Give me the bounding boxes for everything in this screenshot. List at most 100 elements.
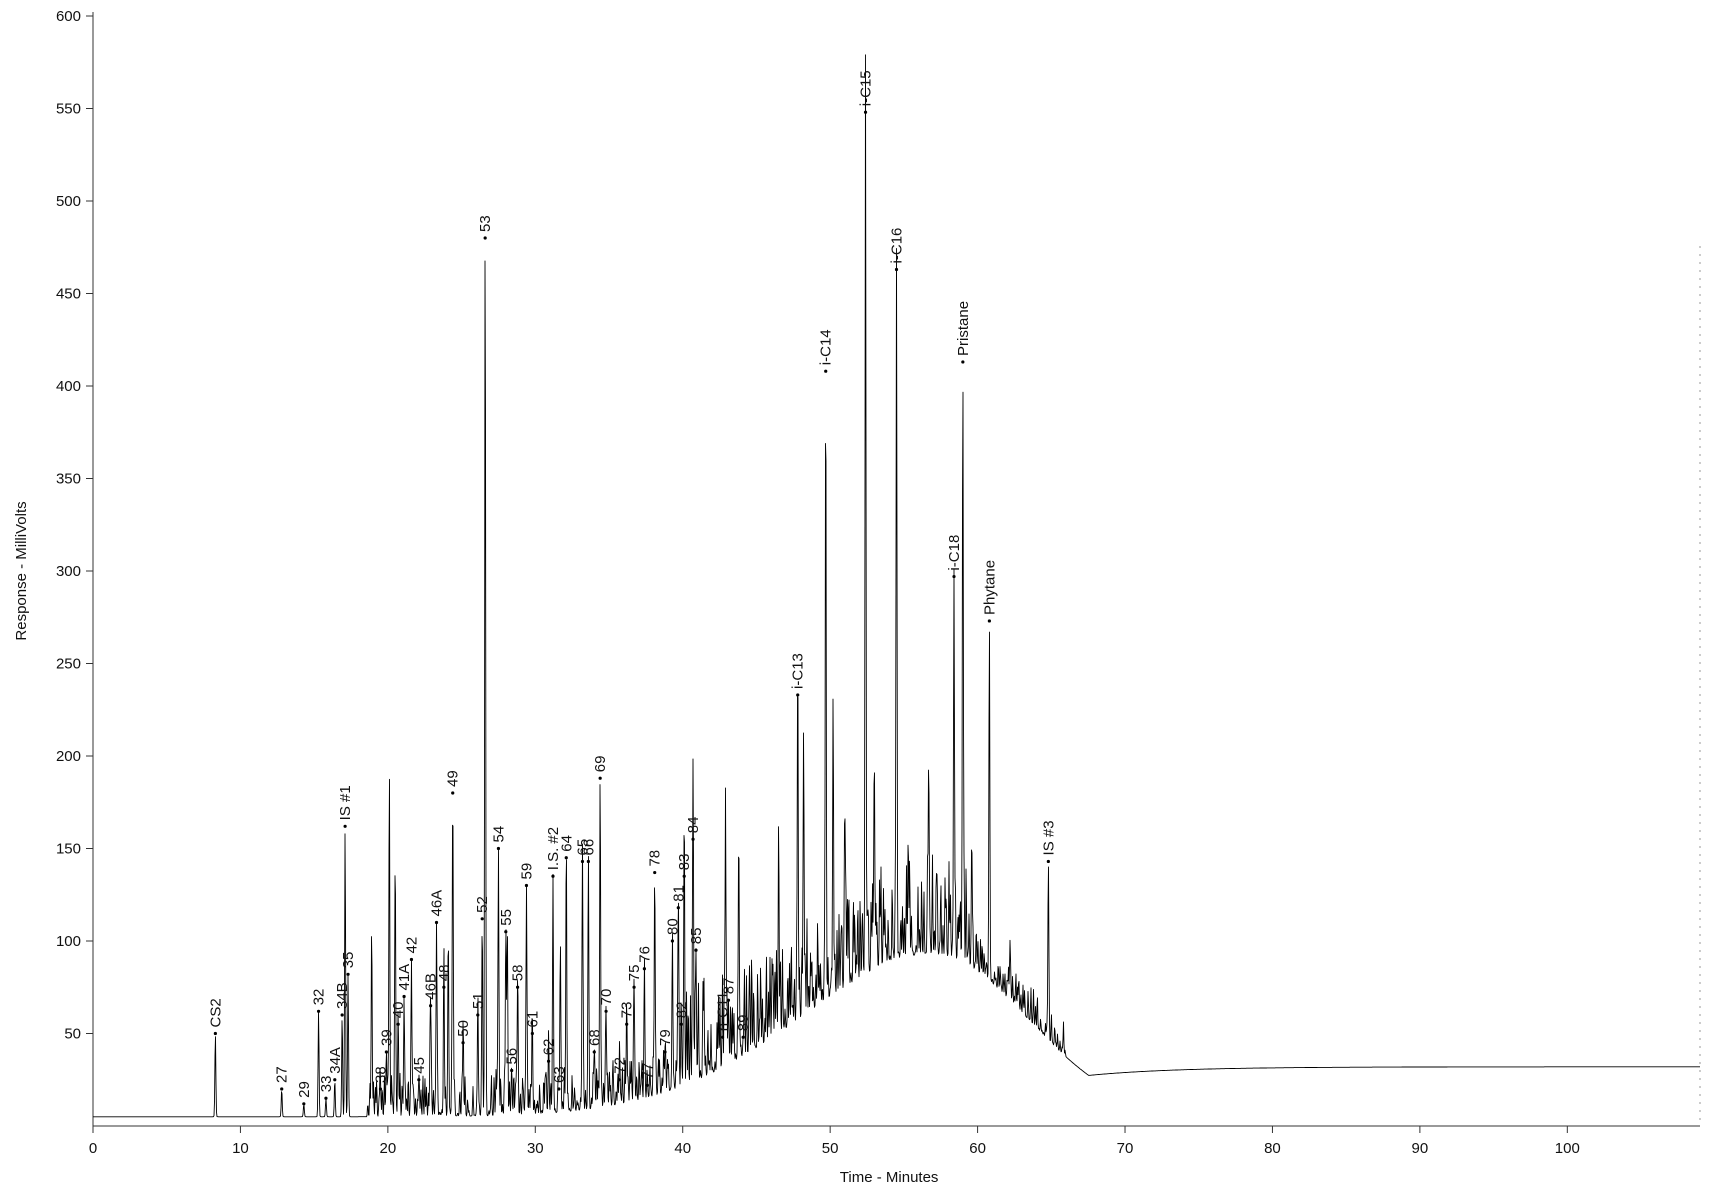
y-tick-label: 50: [64, 1026, 81, 1043]
y-tick-label: 250: [56, 656, 81, 673]
x-tick-label: 40: [674, 1140, 691, 1157]
peak-apex-marker: [510, 1068, 514, 1073]
peak-label: 78: [647, 850, 664, 867]
peak-apex-marker: [402, 994, 406, 999]
peak-label: 32: [311, 989, 328, 1006]
peak-label: 29: [296, 1081, 313, 1098]
x-axis-title: Time - Minutes: [840, 1169, 939, 1186]
x-tick-label: 20: [380, 1140, 397, 1157]
peak-label: 83: [676, 854, 693, 871]
peak-markers: [213, 110, 1050, 1106]
peak-apex-marker: [429, 1004, 433, 1008]
peak-apex-marker: [384, 1050, 388, 1054]
peak-label: 61: [524, 1011, 541, 1028]
peak-label: 51: [470, 992, 487, 1009]
peak-apex-marker: [617, 1078, 621, 1082]
peak-label: 65: [574, 839, 591, 856]
peak-apex-marker: [679, 1022, 683, 1026]
peak-apex-marker: [741, 1035, 745, 1039]
peak-label: 62: [541, 1039, 558, 1056]
peak-apex-marker: [476, 1013, 480, 1017]
y-tick-label: 200: [56, 748, 81, 765]
peak-apex-marker: [670, 939, 675, 943]
peak-apex-marker: [378, 1087, 383, 1091]
peak-apex-marker: [604, 1009, 608, 1013]
peak-apex-marker: [580, 859, 585, 864]
peak-label: Phytane: [981, 560, 998, 615]
peak-label: 33: [318, 1076, 335, 1093]
axes: [92, 12, 1701, 1127]
peak-label: IS #1: [337, 785, 354, 820]
peak-apex-marker: [504, 930, 508, 934]
peak-label: i-C16: [889, 228, 906, 264]
x-tick-label: 60: [969, 1140, 986, 1157]
peak-apex-marker: [302, 1102, 306, 1106]
peak-apex-marker: [324, 1096, 328, 1100]
peak-apex-marker: [434, 920, 439, 925]
peak-label: Pristane: [955, 301, 972, 356]
peak-apex-marker: [524, 883, 529, 888]
peak-label: i-C14: [818, 329, 835, 365]
peak-label: i-C18: [946, 535, 963, 571]
y-tick-label: 100: [56, 933, 81, 950]
peak-apex-marker: [316, 1009, 321, 1013]
peak-apex-marker: [516, 985, 520, 989]
peak-label: 39: [378, 1029, 395, 1046]
peak-label: 49: [445, 770, 462, 787]
y-tick-label: 500: [56, 193, 81, 210]
peak-label: 58: [510, 965, 527, 982]
x-tick-label: 90: [1412, 1140, 1429, 1157]
peak-label: 46B: [423, 973, 440, 1000]
peak-label: 50: [455, 1020, 472, 1037]
peak-apex-marker: [632, 985, 636, 989]
peak-label: IS #3: [1040, 820, 1057, 855]
peak-label: 45: [411, 1057, 428, 1074]
peak-apex-marker: [682, 874, 686, 878]
peak-apex-marker: [586, 859, 590, 864]
peak-label: 81: [670, 885, 687, 902]
peak-label: 41A: [396, 964, 413, 991]
y-tick-label: 600: [56, 8, 81, 25]
peak-label: CS2: [207, 998, 224, 1027]
peak-label: I.S. #2: [545, 827, 562, 870]
peak-apex-marker: [557, 1087, 561, 1091]
peak-label: 34B: [334, 982, 351, 1009]
y-axis-title: Response - MilliVolts: [13, 501, 30, 640]
x-tick-label: 0: [89, 1140, 97, 1157]
peak-apex-marker: [340, 1013, 344, 1017]
peak-label: 69: [592, 756, 609, 773]
peak-label: 77: [639, 1063, 656, 1080]
peak-apex-marker: [653, 870, 657, 875]
peak-label: 75: [626, 965, 643, 982]
peak-label: 80: [664, 918, 681, 935]
peak-apex-marker: [213, 1031, 217, 1036]
peak-label: 82: [673, 1002, 690, 1019]
peak-apex-marker: [480, 917, 484, 921]
peak-label: 84: [685, 817, 702, 834]
peak-apex-marker: [894, 267, 899, 272]
peak-label: 53: [477, 215, 494, 232]
peak-apex-marker: [442, 985, 446, 989]
y-tick-label: 450: [56, 286, 81, 303]
peak-label: 46A: [429, 890, 446, 917]
peak-apex-marker: [451, 791, 455, 795]
peak-label: 59: [518, 863, 535, 880]
peak-apex-marker: [694, 948, 698, 952]
y-tick-label: 150: [56, 841, 81, 858]
peak-apex-marker: [346, 972, 350, 976]
peak-labels: CS2 27 29 32 33 34A 34B 35 IS #1 38 39 40 41A 42 45 46B…: [207, 70, 1057, 1097]
peak-label: i-C15: [858, 70, 875, 106]
peak-apex-marker: [396, 1022, 400, 1026]
peak-label: 38: [372, 1066, 389, 1083]
peak-apex-marker: [417, 1078, 421, 1082]
peak-label: 89: [735, 1015, 752, 1032]
peak-label: i-C13: [790, 653, 807, 689]
peak-apex-marker: [409, 957, 414, 962]
peak-apex-marker: [592, 1050, 596, 1054]
peak-apex-marker: [726, 998, 731, 1002]
peak-label: 40: [390, 1002, 407, 1019]
x-tick-label: 100: [1555, 1140, 1580, 1157]
peak-apex-marker: [663, 1050, 667, 1054]
y-tick-label: 350: [56, 471, 81, 488]
